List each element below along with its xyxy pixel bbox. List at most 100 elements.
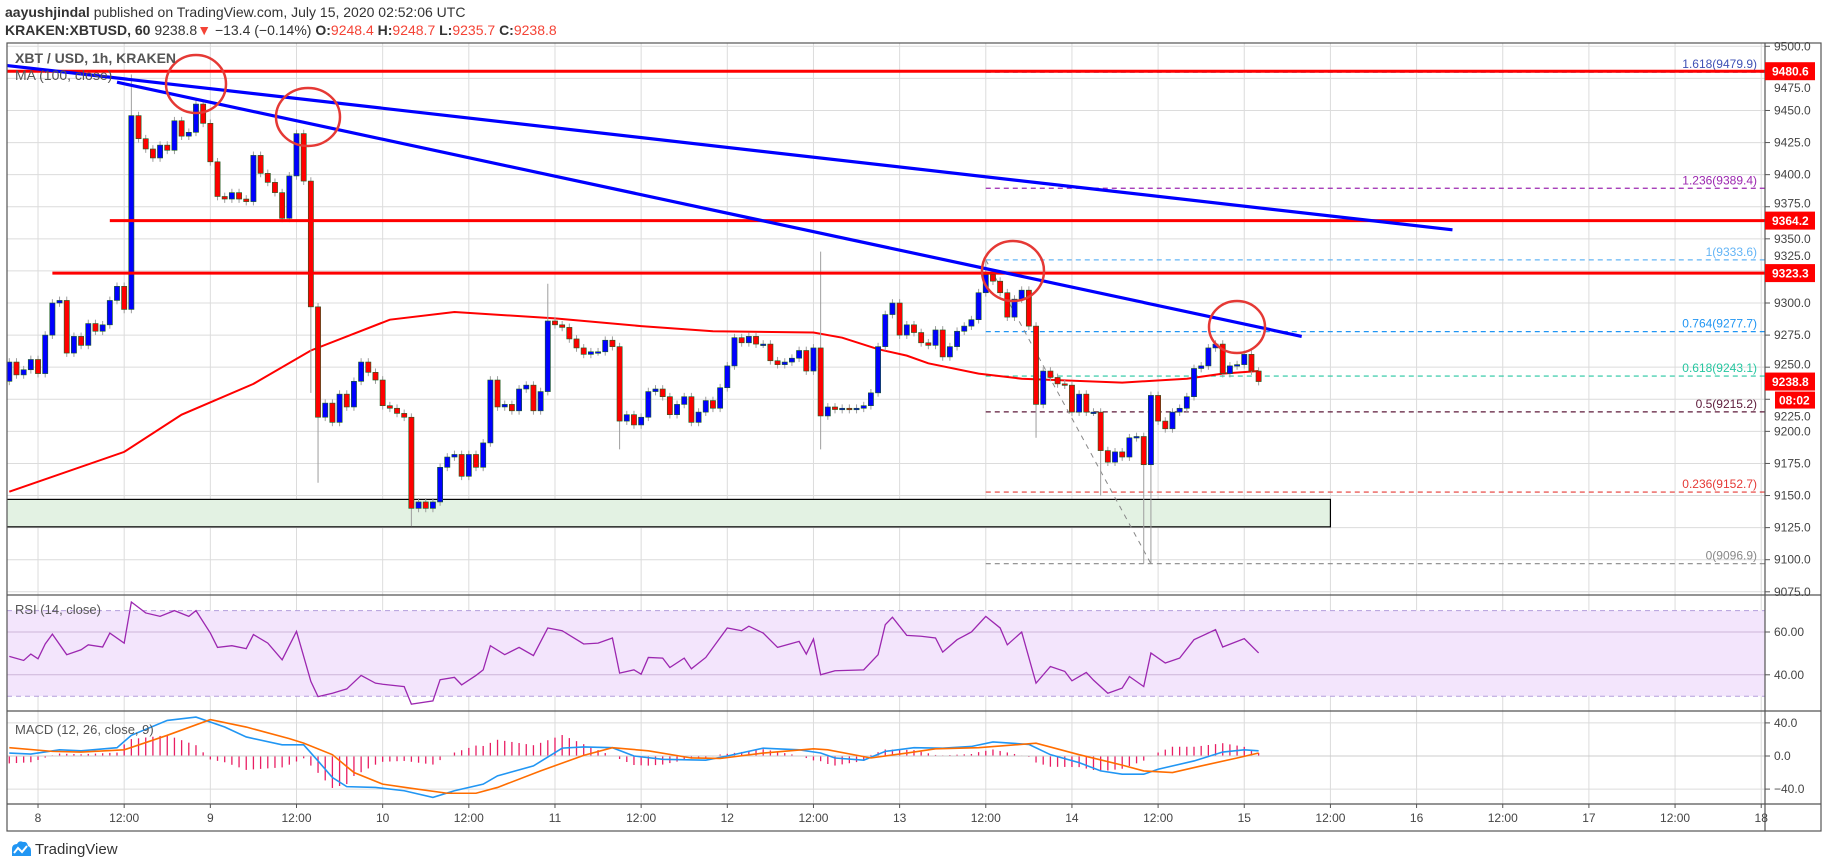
candle-body bbox=[810, 347, 817, 372]
time-tick-label: 12 bbox=[721, 811, 735, 825]
close-value: 9238.8 bbox=[513, 22, 557, 38]
candle-body bbox=[508, 404, 515, 412]
candle-body bbox=[1248, 354, 1255, 372]
support-zone bbox=[7, 498, 1332, 528]
candle-body bbox=[789, 357, 795, 363]
candle-body bbox=[415, 501, 422, 509]
candle-body bbox=[372, 372, 379, 381]
time-tick-label: 12:00 bbox=[1315, 811, 1345, 825]
candle-body bbox=[480, 442, 487, 468]
price-tick-label: 9225.0 bbox=[1774, 410, 1811, 424]
high-label: H: bbox=[377, 22, 393, 38]
candle-body bbox=[494, 379, 501, 408]
macd-tick-label: 40.0 bbox=[1774, 716, 1798, 730]
candle-body bbox=[781, 361, 788, 365]
time-tick-label: 17 bbox=[1582, 811, 1596, 825]
candle-body bbox=[322, 402, 329, 418]
candle-body bbox=[846, 407, 853, 411]
candle-body bbox=[1140, 436, 1147, 466]
candle-body bbox=[817, 347, 824, 417]
chart-border bbox=[6, 42, 1822, 832]
candle-body bbox=[896, 302, 903, 336]
tradingview-logo[interactable]: TradingView bbox=[10, 840, 118, 858]
candle-body bbox=[1255, 370, 1262, 382]
candle-body bbox=[724, 365, 731, 389]
price-tick-label: 9150.0 bbox=[1774, 489, 1811, 503]
time-tick-label: 12:00 bbox=[971, 811, 1001, 825]
candle-body bbox=[343, 393, 350, 408]
candle-body bbox=[85, 323, 92, 346]
candle-body bbox=[20, 369, 27, 376]
candle-body bbox=[932, 329, 939, 346]
candle-body bbox=[437, 466, 443, 503]
candle-body bbox=[753, 336, 759, 345]
candle-body bbox=[264, 173, 271, 183]
publish-info: aayushjindal published on TradingView.co… bbox=[5, 4, 465, 20]
open-value: 9248.4 bbox=[330, 22, 374, 38]
candle-body bbox=[882, 314, 889, 347]
price-tick-label: 9175.0 bbox=[1774, 456, 1811, 470]
candle-body bbox=[595, 351, 601, 354]
candle-body bbox=[394, 407, 400, 414]
candle-body bbox=[315, 306, 321, 418]
candle-body bbox=[523, 384, 530, 390]
author-name[interactable]: aayushjindal bbox=[5, 4, 90, 20]
countdown-tag bbox=[1775, 391, 1815, 409]
candle-body bbox=[430, 501, 436, 509]
time-tick-label: 12:00 bbox=[1660, 811, 1690, 825]
price-tick-label: 9475.0 bbox=[1774, 81, 1811, 95]
candle-body bbox=[1076, 393, 1083, 413]
candle-body bbox=[257, 155, 264, 174]
fib-level-label: 0.236(9152.7) bbox=[1682, 477, 1757, 491]
low-value: 9235.7 bbox=[452, 22, 496, 38]
candle-body bbox=[875, 346, 881, 394]
fib-level-label: 1.236(9389.4) bbox=[1682, 173, 1757, 187]
time-tick-label: 12:00 bbox=[626, 811, 656, 825]
candle-body bbox=[157, 144, 163, 159]
candle-body bbox=[1176, 407, 1183, 413]
highlight-circle bbox=[980, 239, 1046, 303]
tradingview-brand: TradingView bbox=[35, 840, 118, 858]
price-tick-label: 9250.0 bbox=[1774, 358, 1811, 372]
candle-body bbox=[1133, 436, 1140, 439]
candle-body bbox=[832, 406, 838, 410]
candle-body bbox=[501, 404, 508, 408]
time-axis: 8 12:00 9 12:00 10 12:00 11 12:00 12 12:00 13 12:00… bbox=[35, 804, 1768, 825]
bearish-trendline bbox=[7, 63, 1453, 232]
candle-body bbox=[56, 300, 63, 304]
candle-body bbox=[659, 388, 666, 398]
candle-body bbox=[1069, 384, 1075, 413]
rsi-tick-label: 40.00 bbox=[1774, 668, 1804, 682]
candle-body bbox=[860, 405, 867, 409]
candle-body bbox=[365, 361, 372, 373]
last-price-tag-label: 9238.8 bbox=[1772, 375, 1809, 389]
candle-body bbox=[1227, 365, 1233, 374]
candle-body bbox=[193, 103, 199, 133]
candle-body bbox=[250, 155, 257, 202]
candle-body bbox=[602, 339, 609, 353]
candle-body bbox=[631, 414, 637, 426]
price-tick-label: 9400.0 bbox=[1774, 168, 1811, 182]
candle-body bbox=[616, 346, 623, 422]
candle-body bbox=[824, 406, 831, 417]
candle-body bbox=[351, 381, 357, 408]
time-tick-label: 10 bbox=[376, 811, 390, 825]
candle-body bbox=[760, 343, 767, 346]
candle-body bbox=[379, 379, 386, 406]
time-tick-label: 12:00 bbox=[454, 811, 484, 825]
grid bbox=[7, 43, 1765, 804]
candle-body bbox=[487, 379, 494, 444]
symbol-info: KRAKEN:XBTUSD, 60 9238.8▼ −13.4 (−0.14%)… bbox=[5, 22, 557, 38]
candle-body bbox=[803, 350, 810, 372]
candle-body bbox=[638, 416, 645, 426]
down-triangle-icon: ▼ bbox=[197, 22, 212, 38]
candle-body bbox=[121, 286, 128, 310]
symbol-label: KRAKEN:XBTUSD, 60 bbox=[5, 22, 151, 38]
macd-tick-label: 0.0 bbox=[1774, 749, 1791, 763]
candle-body bbox=[609, 339, 616, 347]
chart-title: XBT / USD, 1h, KRAKEN bbox=[15, 50, 176, 66]
candle-body bbox=[745, 336, 752, 344]
candle-body bbox=[939, 329, 946, 358]
candle-body bbox=[1234, 364, 1240, 367]
